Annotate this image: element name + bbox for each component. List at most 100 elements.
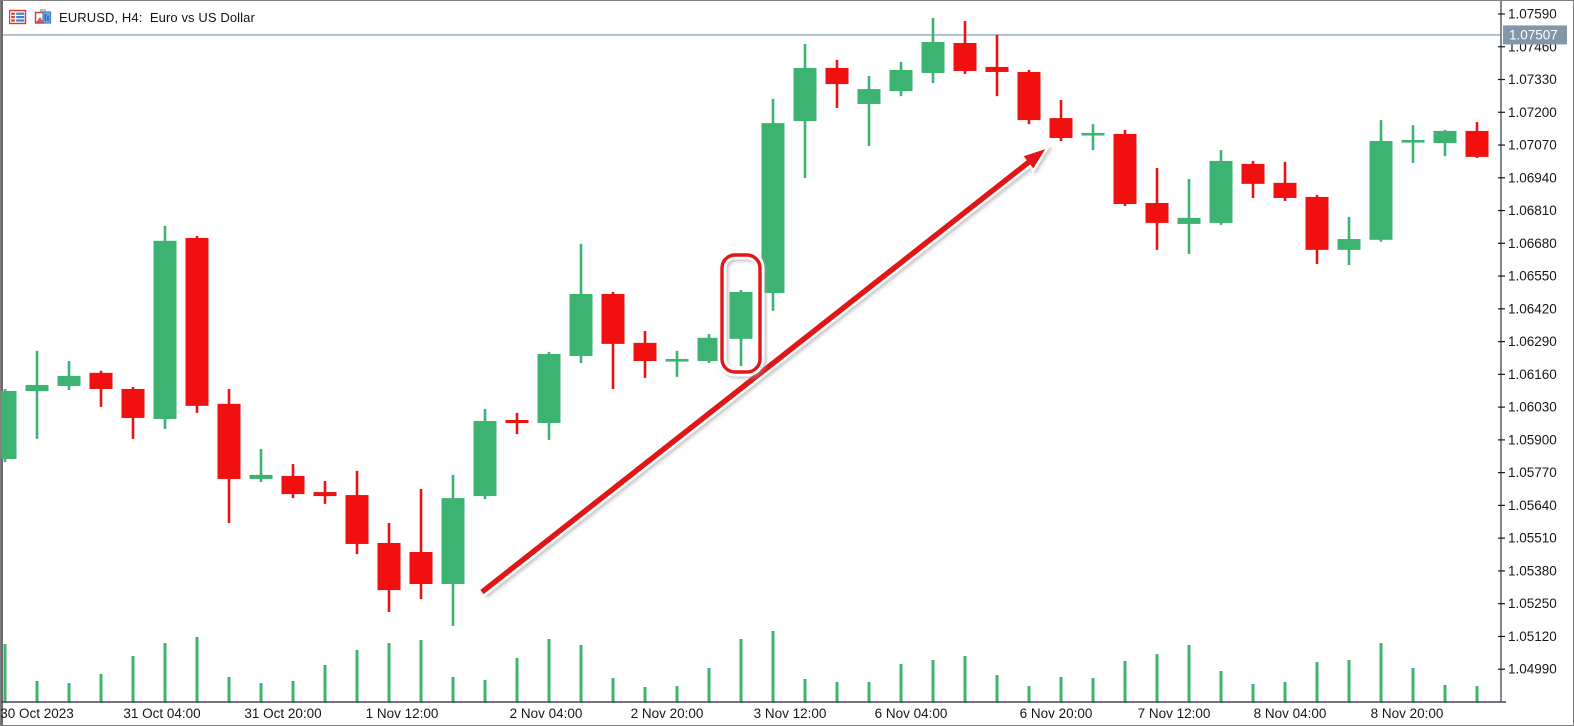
volume-bar — [323, 665, 327, 702]
candle-body-bull — [441, 498, 465, 585]
candle — [1465, 122, 1489, 158]
volume-bar — [1219, 671, 1223, 702]
candle — [697, 334, 721, 364]
volume-bar — [355, 650, 359, 702]
candle — [1241, 160, 1265, 198]
time-label: 8 Nov 04:00 — [1254, 706, 1327, 721]
candle-body-bull — [25, 384, 49, 391]
candle-body-bear — [633, 342, 657, 362]
candle-body-bear — [601, 293, 625, 344]
candle — [825, 59, 849, 108]
price-tick-label: 1.05250 — [1508, 596, 1557, 611]
candle — [1177, 179, 1201, 254]
candle — [473, 408, 497, 500]
candle — [729, 289, 753, 367]
candle-body-bear — [953, 42, 977, 71]
candle — [761, 98, 785, 311]
candle — [1145, 167, 1169, 250]
highlight-box-stroke — [720, 253, 762, 374]
chart-title-bar[interactable]: EURUSD, H4: Euro vs US Dollar — [8, 6, 255, 28]
time-label: 2 Nov 20:00 — [631, 706, 704, 721]
candle — [505, 412, 529, 435]
candle-body-bear — [281, 475, 305, 495]
candle — [633, 331, 657, 378]
candle — [921, 18, 945, 84]
candle — [1017, 69, 1041, 125]
volume-bar — [1123, 661, 1127, 702]
volume-bar — [131, 656, 135, 702]
candle-body-bull — [249, 474, 273, 479]
volume-bar — [611, 678, 615, 702]
candle — [537, 351, 561, 440]
time-label: 6 Nov 04:00 — [875, 706, 948, 721]
candle-body-bull — [793, 67, 817, 122]
candle-body-bull — [153, 240, 177, 419]
candle — [249, 448, 273, 482]
volume-bar — [1155, 654, 1159, 702]
candle-body-bull — [1081, 132, 1105, 136]
price-tick-label: 1.06940 — [1508, 170, 1557, 185]
candle — [281, 464, 305, 499]
price-tick-label: 1.05640 — [1508, 498, 1557, 513]
volume-bar — [1379, 643, 1383, 702]
volume-bar — [99, 674, 103, 702]
volume-bar — [803, 679, 807, 702]
volume-bar — [1315, 662, 1319, 702]
price-tick-label: 1.07200 — [1508, 105, 1557, 120]
candle — [1209, 150, 1233, 225]
candle — [121, 386, 145, 439]
annotations-layer — [478, 144, 1051, 597]
candle-body-bull — [1401, 140, 1425, 143]
candle-body-bear — [985, 66, 1009, 72]
candle — [1433, 129, 1457, 157]
volume-bar — [675, 686, 679, 702]
time-label: 31 Oct 04:00 — [123, 706, 200, 721]
candle-body-bear — [1273, 182, 1297, 198]
candle-body-bull — [473, 420, 497, 497]
price-tick-label: 1.06810 — [1508, 203, 1557, 218]
volume-bar — [995, 675, 999, 702]
price-tick-label: 1.04990 — [1508, 662, 1557, 677]
volume-bar — [291, 681, 295, 702]
candle — [569, 243, 593, 364]
candle — [441, 474, 465, 626]
candle-body-bull — [921, 41, 945, 73]
price-tick-label: 1.07070 — [1508, 138, 1557, 153]
volume-bar — [579, 645, 583, 702]
candle-body-bull — [761, 123, 785, 293]
candle-body-bear — [217, 403, 241, 479]
price-tick-label: 1.06290 — [1508, 334, 1557, 349]
volume-bar — [259, 683, 263, 702]
candle-body-bear — [345, 495, 369, 544]
candle — [89, 370, 113, 407]
price-tick-label: 1.05510 — [1508, 531, 1557, 546]
candle-body-bull — [1209, 160, 1233, 223]
candle-body-bear — [1465, 130, 1489, 157]
candle-body-bear — [409, 552, 433, 585]
candle — [857, 75, 881, 147]
volume-bar — [67, 683, 71, 702]
candle-body-bull — [1369, 141, 1393, 240]
candle — [1, 388, 17, 463]
candle-body-bear — [89, 372, 113, 389]
candle — [665, 350, 689, 377]
highlight-box — [717, 250, 765, 377]
candle — [1049, 99, 1073, 142]
time-label: 2 Nov 04:00 — [510, 706, 583, 721]
volume-bar — [1283, 682, 1287, 702]
price-tick-label: 1.05900 — [1508, 432, 1557, 447]
candle — [889, 61, 913, 97]
trend-arrow-shaft — [480, 157, 1034, 595]
candle — [345, 470, 369, 555]
volume-bar — [419, 640, 423, 702]
volume-bar — [1411, 668, 1415, 702]
price-tick-label: 1.07590 — [1508, 7, 1557, 22]
candle-body-bear — [185, 238, 209, 406]
price-tick-label: 1.06550 — [1508, 269, 1557, 284]
price-tick-label: 1.05770 — [1508, 465, 1557, 480]
chart-list-icon — [8, 9, 27, 25]
volume-bar — [1347, 660, 1351, 702]
price-tick-label: 1.05120 — [1508, 629, 1557, 644]
